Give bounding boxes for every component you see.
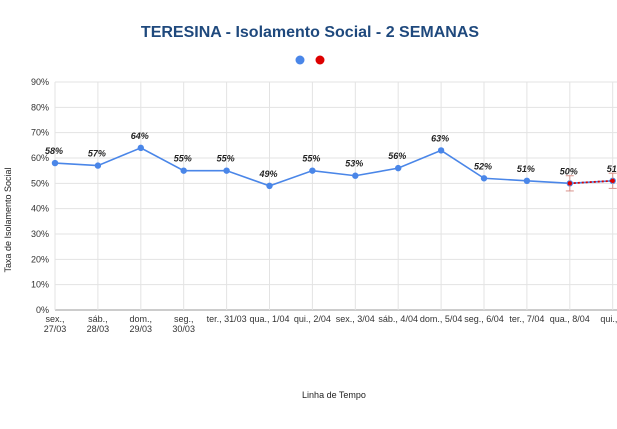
x-tick-label: ter., 31/03 [207,314,247,324]
data-labels: 58% 57% 64% 55% 55% 49% 55% 53% 56% 63% 52% 51% 50% 5… [45,131,617,179]
series-1-point [223,167,230,174]
x-tick-label: sex., 27/03 [44,314,67,334]
data-label: 51 [607,164,617,174]
data-label: 53% [345,159,363,169]
series-1-point [437,147,445,154]
data-label: 55% [174,154,192,164]
x-tick-label: sáb., 28/03 [87,314,110,334]
data-label: 52% [474,161,492,171]
x-tick-label: seg., 30/03 [172,314,195,334]
series-1-point [395,164,402,172]
x-axis-label: Linha de Tempo [302,390,366,400]
x-tick-label: sex., 3/04 [336,314,375,324]
data-label: 51% [517,164,535,174]
series-1-point [180,167,187,174]
x-axis-ticks: sex., 27/03 sáb., 28/03 dom., 29/03 seg., 30/03… [44,314,617,334]
x-tick-label: sáb., 4/04 [378,314,418,324]
y-axis-ticks: 0% 10% 20% 30% 40% 50% 60% 70% 80% 90% [31,77,49,315]
data-label: 58% [45,146,63,156]
y-tick-label: 90% [31,77,49,87]
series-1-line [54,146,613,187]
series-1-point [309,167,316,174]
y-axis-label: Taxa de Isolamento Social [3,167,13,272]
legend-marker-series-2 [315,55,325,65]
series-1-point [51,159,59,167]
series-1-point [523,177,531,184]
x-tick-label: dom., 5/04 [420,314,463,324]
series-1-point [480,175,488,182]
series-2-point [567,181,572,186]
legend-marker-series-1 [295,55,305,65]
x-tick-label: dom., 29/03 [130,314,153,334]
y-tick-label: 40% [31,204,49,214]
data-label: 50% [560,166,578,176]
series-1-point [266,182,273,190]
data-label: 64% [131,131,149,141]
series-1-point [94,162,102,169]
y-tick-label: 20% [31,254,49,264]
y-tick-label: 80% [31,102,49,112]
x-tick-label: ter., 7/04 [509,314,544,324]
data-label: 57% [88,149,106,159]
data-label: 63% [431,133,449,143]
y-tick-label: 10% [31,280,49,290]
series-1 [51,144,616,190]
y-tick-label: 0% [36,305,49,315]
series-1-point [137,144,144,152]
series-2-point [610,178,615,183]
y-tick-label: 50% [31,178,49,188]
gridlines [54,81,617,311]
data-label: 56% [388,151,406,161]
y-tick-label: 70% [31,128,49,138]
data-label: 49% [258,169,277,179]
legend [295,55,325,65]
series-2 [565,172,617,192]
y-tick-label: 30% [31,229,49,239]
x-tick-label: qua., 8/04 [550,314,590,324]
x-tick-label: qui., 9 [600,314,617,324]
y-tick-label: 60% [31,153,49,163]
chart-title: TERESINA - Isolamento Social - 2 SEMANAS [141,24,479,41]
data-label: 55% [217,154,235,164]
x-tick-label: qua., 1/04 [249,314,289,324]
series-1-point [352,172,359,179]
x-tick-label: seg., 6/04 [464,314,504,324]
x-tick-label: qui., 2/04 [294,314,331,324]
data-label: 55% [302,154,320,164]
series-2-line [569,179,613,185]
